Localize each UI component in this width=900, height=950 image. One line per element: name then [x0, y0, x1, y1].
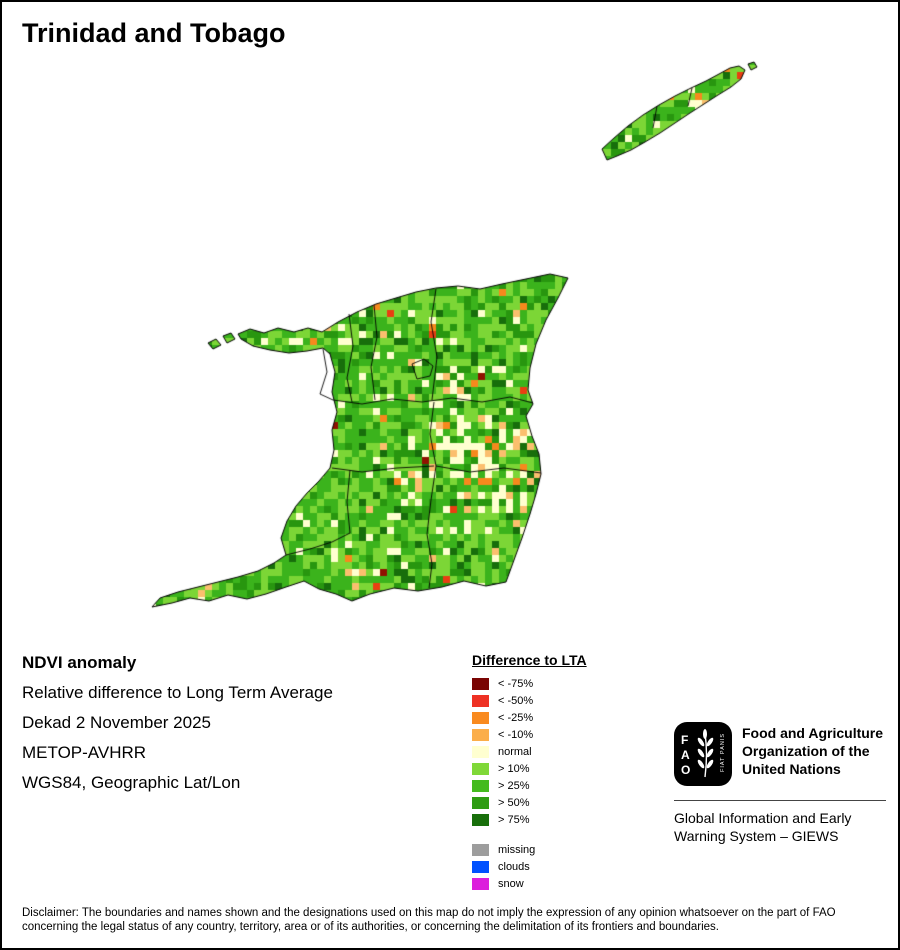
legend-swatch [472, 694, 489, 707]
legend-label: snow [498, 877, 524, 890]
legend: Difference to LTA < -75% < -50% < -25% < -1… [472, 652, 587, 892]
legend-entry: < -50% [472, 692, 587, 709]
ndvi-anomaly-heading: NDVI anomaly [22, 653, 137, 672]
legend-entry: < -75% [472, 675, 587, 692]
legend-entry: snow [472, 875, 587, 892]
legend-swatch [472, 860, 489, 873]
page-title: Trinidad and Tobago [22, 18, 286, 48]
legend-swatch [472, 843, 489, 856]
legend-label: > 75% [498, 813, 530, 826]
legend-swatch [472, 779, 489, 792]
legend-label: < -10% [498, 728, 534, 741]
legend-entry: normal [472, 743, 587, 760]
legend-swatch [472, 877, 489, 890]
info-line-dekad: Dekad 2 November 2025 [22, 713, 212, 732]
legend-label: normal [498, 745, 532, 758]
legend-swatch [472, 728, 489, 741]
fao-logo-letter-a: A [681, 748, 690, 762]
legend-label: > 25% [498, 779, 530, 792]
legend-swatch [472, 762, 489, 775]
info-line-product: Relative difference to Long Term Average [22, 683, 333, 702]
legend-label: > 50% [498, 796, 530, 809]
fao-logo-row: F A O FIAT PANIS Food and Agriculture Or… [674, 722, 888, 786]
legend-label: < -25% [498, 711, 534, 724]
legend-label: clouds [498, 860, 530, 873]
map-info-block: NDVI anomaly Relative difference to Long… [22, 648, 333, 798]
legend-swatch [472, 711, 489, 724]
legend-entry: > 75% [472, 811, 587, 828]
fao-logo-motto: FIAT PANIS [720, 733, 726, 772]
fao-logo-letter-o: O [681, 763, 690, 777]
giews-label: Global Information and Early Warning Sys… [674, 810, 852, 844]
legend-label: < -50% [498, 694, 534, 707]
fao-logo: F A O FIAT PANIS [674, 722, 732, 786]
info-line-projection: WGS84, Geographic Lat/Lon [22, 773, 241, 792]
legend-swatch [472, 796, 489, 809]
legend-entry: > 50% [472, 794, 587, 811]
wheat-ear-icon [697, 729, 714, 778]
legend-label: < -75% [498, 677, 534, 690]
legend-entry: < -10% [472, 726, 587, 743]
fao-logo-letter-f: F [681, 733, 688, 747]
disclaimer-text: Disclaimer: The boundaries and names sho… [22, 907, 836, 933]
legend-entry: < -25% [472, 709, 587, 726]
legend-swatch [472, 813, 489, 826]
legend-label: missing [498, 843, 536, 856]
info-line-sensor: METOP-AVHRR [22, 743, 147, 762]
legend-entry: clouds [472, 858, 587, 875]
legend-swatch [472, 677, 489, 690]
legend-entries: < -75% < -50% < -25% < -10% normal > 10% > 25%… [472, 675, 587, 828]
footer-divider [674, 800, 886, 801]
legend-swatch [472, 745, 489, 758]
legend-label: > 10% [498, 762, 530, 775]
legend-entry: missing [472, 841, 587, 858]
legend-extra-entries: missing clouds snow [472, 841, 587, 892]
legend-title: Difference to LTA [472, 652, 587, 668]
fao-org-name: Food and Agriculture Organization of the… [742, 725, 884, 777]
legend-entry: > 10% [472, 760, 587, 777]
fao-footer: F A O FIAT PANIS Food and Agriculture Or… [674, 722, 888, 845]
legend-entry: > 25% [472, 777, 587, 794]
